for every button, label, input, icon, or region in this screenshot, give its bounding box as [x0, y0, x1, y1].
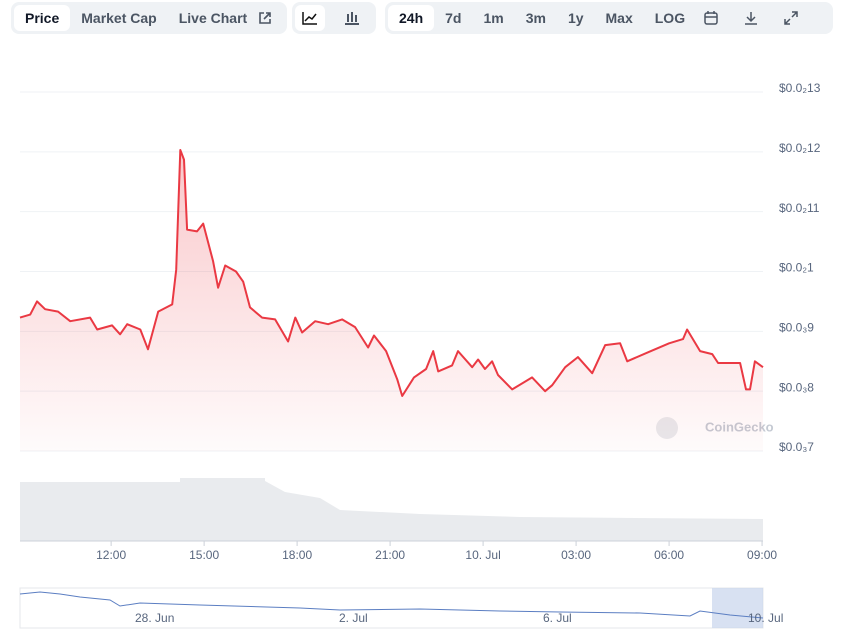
x-tick-label: 03:00	[561, 548, 591, 562]
x-tick-label: 18:00	[282, 548, 312, 562]
range[interactable]: Max	[605, 10, 633, 26]
range[interactable]: 24h	[388, 5, 435, 31]
y-tick-label: $0.0₃9	[779, 321, 814, 335]
y-tick-label: $0.0₂13	[779, 81, 821, 95]
navigator-line	[19, 591, 764, 619]
candle-chart-button[interactable]	[337, 5, 367, 31]
navigator-label: 6. Jul	[543, 611, 572, 625]
x-tick-label: 06:00	[654, 548, 684, 562]
x-tick-label: 09:00	[747, 548, 777, 562]
y-tick-label: $0.0₂12	[779, 141, 821, 155]
range[interactable]: 1m	[483, 10, 504, 26]
range[interactable]: 7d	[445, 10, 462, 26]
navigator	[19, 587, 764, 629]
x-tick-label: 12:00	[96, 548, 126, 562]
area-fill	[20, 150, 763, 451]
y-tick-label: $0.0₃7	[779, 440, 814, 454]
x-tick-label: 10. Jul	[465, 548, 500, 562]
navigator-window[interactable]	[712, 588, 763, 628]
volume-bars	[20, 478, 763, 541]
range[interactable]: 1y	[567, 10, 584, 26]
range-group: 24h 7d 1m 3m 1y Max LOG	[385, 2, 833, 34]
tab[interactable]: Live Chart	[178, 10, 248, 26]
tab-group: Price Market Cap Live Chart	[11, 2, 287, 34]
calendar-button[interactable]	[696, 5, 726, 31]
range[interactable]: 3m	[525, 10, 546, 26]
tab[interactable]: Market Cap	[81, 10, 157, 26]
navigator-label: 2. Jul	[339, 611, 368, 625]
x-tick-label: 15:00	[189, 548, 219, 562]
navigator-label: 28. Jun	[135, 611, 174, 625]
chart-type-group	[292, 2, 376, 34]
y-tick-label: $0.0₂1	[779, 261, 814, 275]
external-icon	[259, 12, 271, 24]
range[interactable]: LOG	[654, 10, 686, 26]
navigator-label: 10. Jul	[748, 611, 783, 625]
fullscreen-button[interactable]	[776, 5, 806, 31]
tab[interactable]: Price	[14, 5, 71, 31]
price-line	[19, 149, 764, 397]
line-chart-button[interactable]	[295, 5, 325, 31]
y-tick-label: $0.0₃8	[779, 380, 814, 394]
y-tick-label: $0.0₂11	[779, 201, 820, 215]
download-button[interactable]	[736, 5, 766, 31]
x-tick-label: 21:00	[375, 548, 405, 562]
